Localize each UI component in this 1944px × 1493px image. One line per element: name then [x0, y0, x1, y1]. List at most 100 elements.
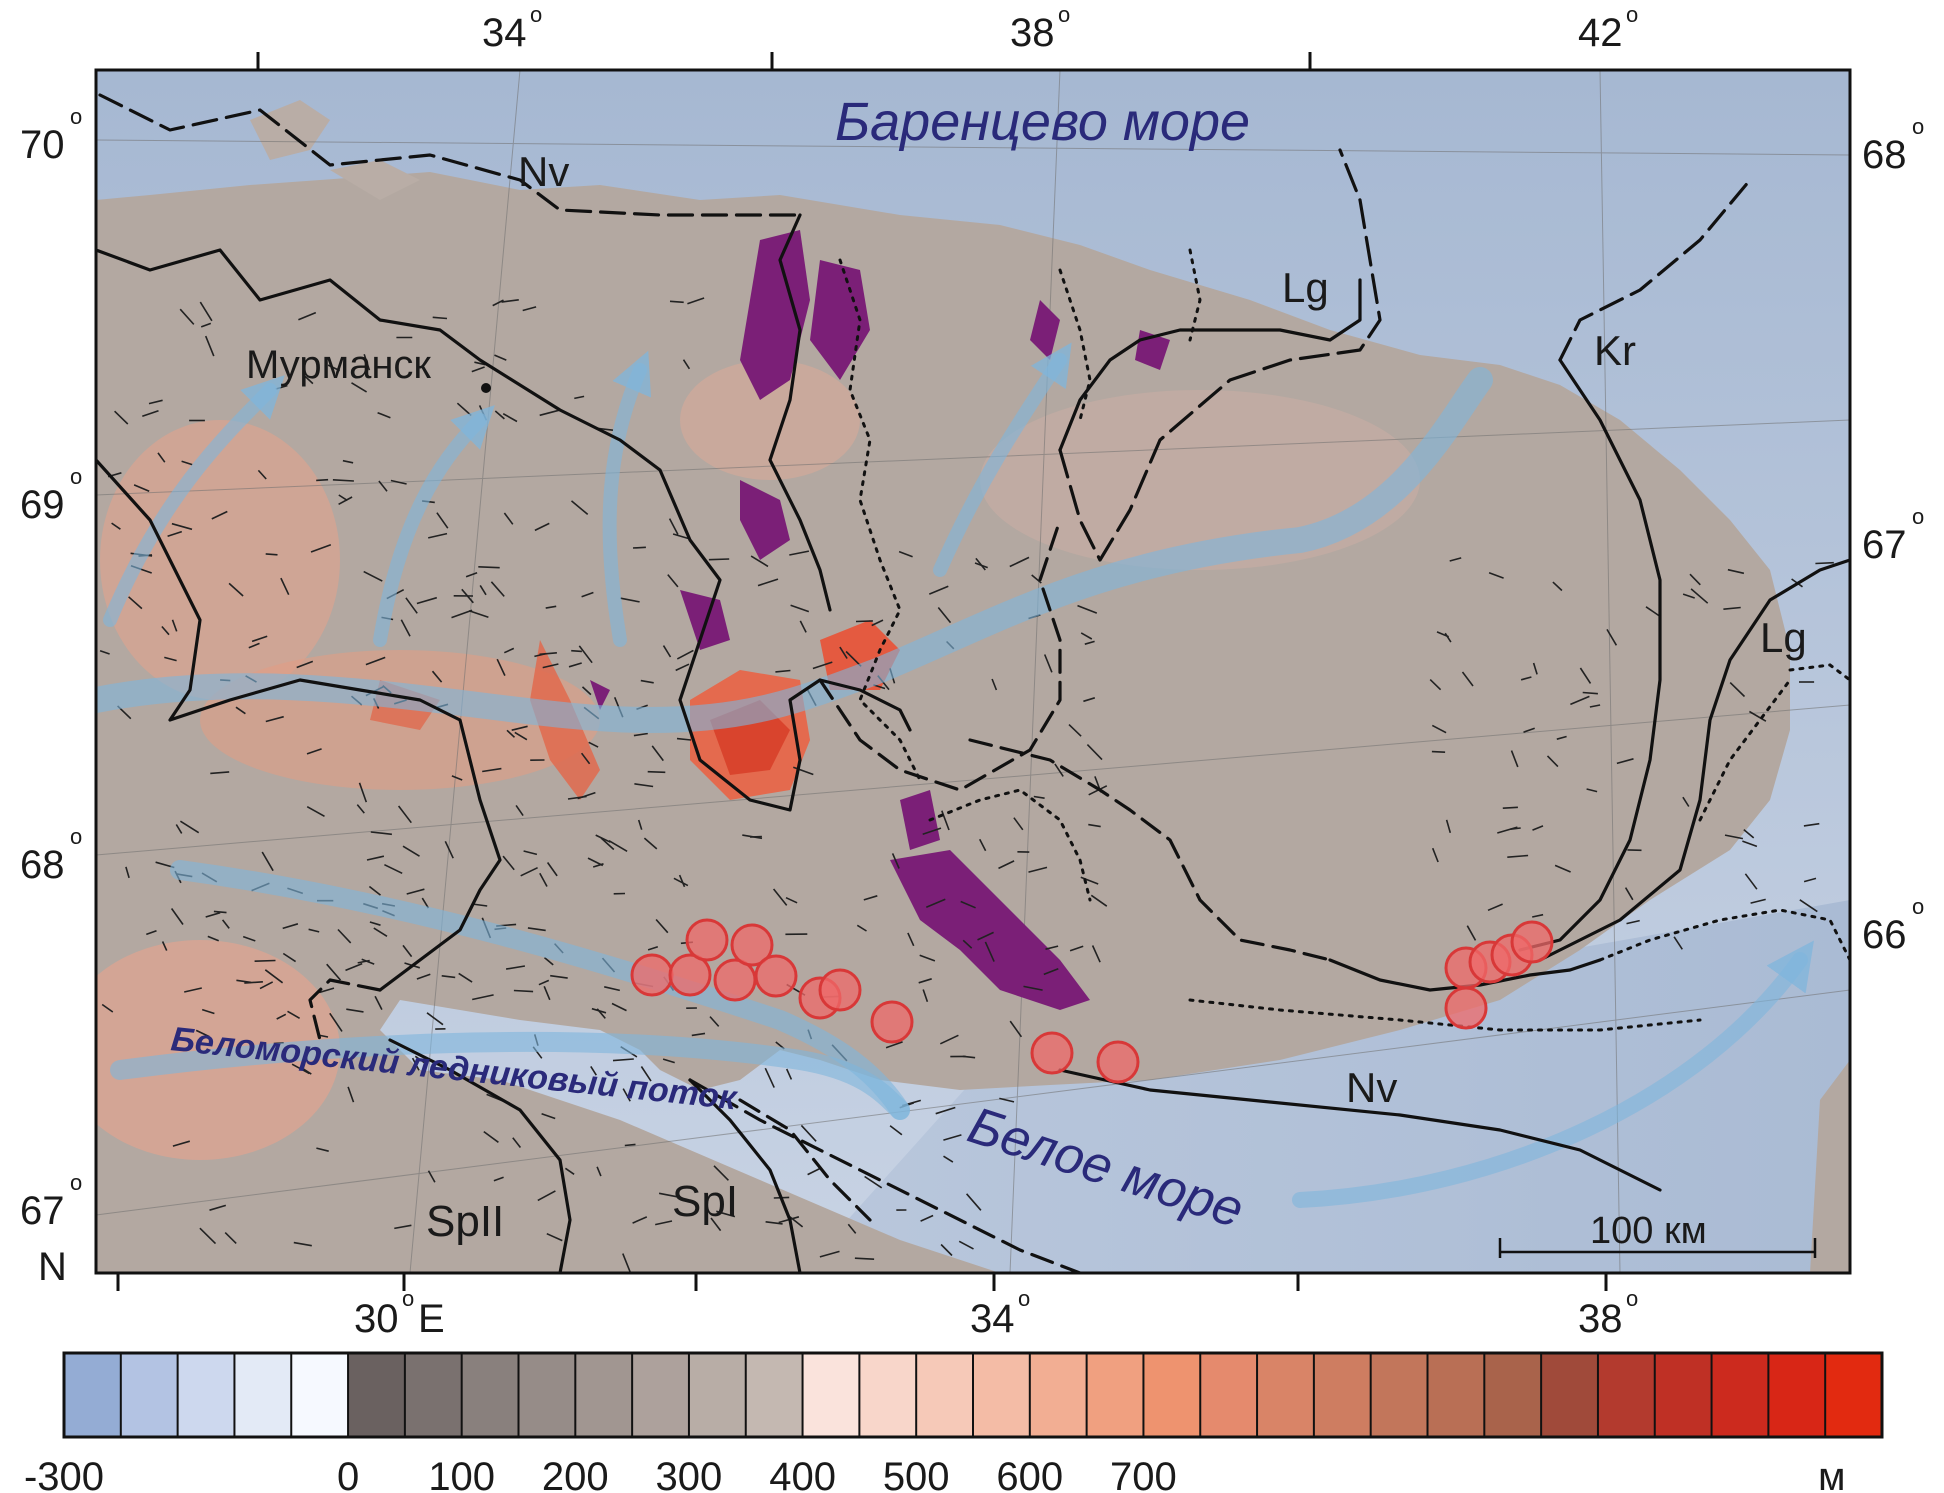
lineament-dash	[482, 767, 502, 773]
site-marker	[1096, 1040, 1140, 1084]
bottom-axis-label-34: 34 o	[970, 1286, 1030, 1341]
legend-cell	[1710, 1352, 1770, 1438]
lineament-dash	[856, 924, 867, 932]
lineament-dash	[922, 827, 942, 835]
lineament-dash	[1488, 572, 1504, 579]
moraine-kr-solid	[1518, 358, 1662, 952]
lineament-dash	[458, 972, 473, 983]
lineament-dash	[520, 866, 538, 877]
lineament-dash	[207, 935, 219, 942]
lineament-dash	[898, 550, 913, 558]
legend-cell	[403, 1352, 464, 1438]
lineament-dash	[1510, 750, 1519, 768]
lineament-dash	[640, 679, 654, 684]
lineament-dash	[436, 512, 449, 529]
lineament-dash	[416, 596, 438, 605]
lineament-dash	[428, 532, 448, 539]
lineament-dash	[907, 932, 915, 947]
lineament-dash	[1090, 894, 1108, 907]
legend-cell	[972, 1352, 1032, 1438]
lineament-dash	[662, 1058, 675, 1064]
island	[250, 100, 330, 160]
moraine-lines	[96, 93, 1850, 1273]
lineament-dash	[764, 1067, 775, 1088]
lineament-dash	[1083, 697, 1096, 703]
lineament-dash	[308, 928, 320, 933]
lineament-dash	[345, 962, 363, 972]
degree-sign: o	[402, 1286, 414, 1311]
lineament-dash	[368, 885, 381, 896]
lineament-dash	[655, 918, 669, 934]
lineament-dash	[235, 706, 246, 715]
lineament-dash	[925, 898, 946, 908]
top-axis-value: 38	[1010, 11, 1055, 55]
site-marker	[1444, 986, 1488, 1030]
lineament-dash	[205, 911, 221, 918]
lineament-dash	[502, 413, 518, 423]
moraine-label-lg-east: Lg	[1760, 614, 1807, 661]
lineament-dash	[537, 1190, 556, 1202]
moraine-lg-north-dashed	[1058, 148, 1382, 562]
moraine-west	[96, 458, 502, 992]
lineament-dash	[501, 299, 519, 303]
legend-cell	[1369, 1352, 1429, 1438]
lineament-dash	[1727, 568, 1745, 575]
site-marker	[870, 1000, 914, 1044]
lineament-dash	[1803, 822, 1820, 827]
lineament-dash	[885, 1041, 903, 1049]
lineament-dash	[451, 609, 473, 619]
lineament-dash	[940, 1243, 953, 1257]
lineament-dash	[179, 308, 195, 325]
lineament-dash	[251, 635, 268, 643]
bottom-axis-label-30: 30 o E	[354, 1286, 445, 1341]
moraine-label-kr: Kr	[1594, 327, 1636, 374]
lineament-dash	[99, 650, 110, 655]
lineament-dash	[1742, 840, 1758, 848]
legend-cell	[1256, 1352, 1316, 1438]
lineament-dash	[276, 1013, 287, 1020]
lineament-dash	[1570, 695, 1590, 706]
lineament-dash	[965, 1193, 982, 1211]
lineament-dash	[669, 300, 684, 304]
bottom-axis-value: 30	[354, 1297, 399, 1341]
ice-flow-main	[96, 367, 1493, 734]
degree-sign: o	[1912, 114, 1924, 139]
island	[330, 160, 420, 200]
lineament-dash	[647, 946, 659, 951]
lineament-dash	[514, 731, 528, 741]
lineament-dash	[539, 872, 548, 887]
east-label: E	[418, 1297, 445, 1341]
lineament-dash	[1013, 817, 1024, 831]
right-axis-label-68: 68 o	[1862, 114, 1924, 177]
lineament-dash	[678, 874, 686, 888]
lineament-dash	[713, 1165, 729, 1181]
lineament-dash	[941, 810, 950, 831]
lineament-dash	[1080, 876, 1099, 885]
lineament-dash	[581, 591, 594, 598]
right-axis-label-67: 67 o	[1862, 504, 1924, 567]
lineament-dash	[411, 1057, 420, 1071]
ice-flow-white-sea	[110, 1031, 910, 1120]
lineament-dash	[550, 974, 568, 979]
lineament-dash	[394, 1224, 412, 1230]
lineament-dash	[264, 969, 284, 984]
lineament-dash	[918, 978, 932, 984]
legend-tick-label: -300	[24, 1455, 104, 1493]
lineament-dash	[1431, 750, 1446, 753]
lineament-dash	[228, 582, 244, 597]
legend-tick-label: 500	[883, 1455, 950, 1493]
city-label-murmansk: Мурманск	[246, 343, 431, 387]
degree-sign: o	[1912, 504, 1924, 529]
barents-sea-label: Баренцево море	[835, 92, 1250, 152]
legend-cell	[1426, 1352, 1486, 1438]
lineament-dash	[1091, 945, 1101, 963]
legend-cell	[63, 1352, 123, 1438]
lineament-dash	[1532, 662, 1538, 675]
lineament-dash	[919, 954, 936, 962]
lineament-dash	[199, 1227, 217, 1245]
lineament-dash	[984, 941, 995, 962]
degree-sign: o	[1058, 2, 1070, 27]
lineament-dash	[157, 452, 166, 463]
lineament-dash	[184, 987, 202, 993]
lineament-dash	[1682, 796, 1690, 807]
